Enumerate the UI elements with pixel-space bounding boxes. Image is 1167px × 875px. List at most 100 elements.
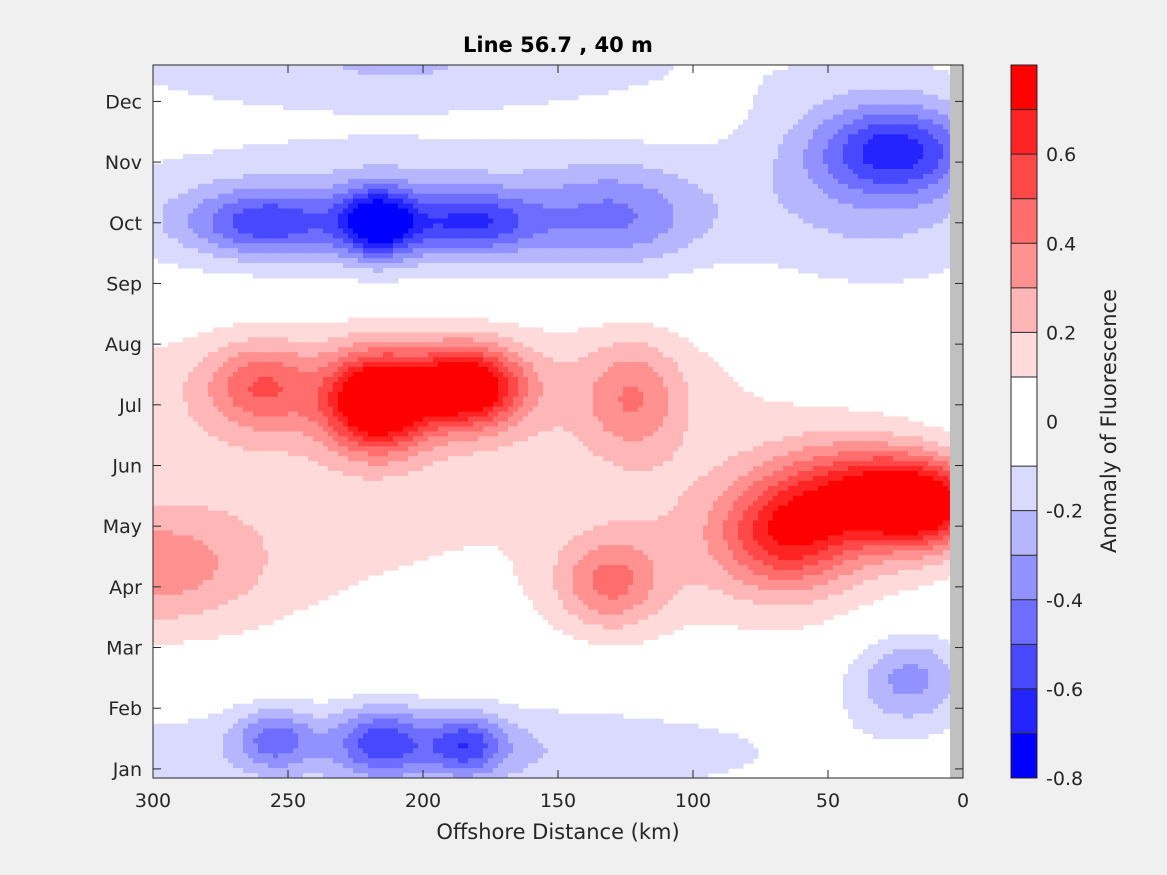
heatmap-cell (908, 104, 914, 111)
heatmap-cell (528, 198, 534, 205)
heatmap-cell (483, 243, 489, 249)
heatmap-cell (403, 238, 409, 244)
heatmap-cell (593, 144, 599, 150)
heatmap-cell (848, 139, 854, 145)
heatmap-cell (738, 154, 744, 160)
heatmap-cell (408, 188, 414, 195)
heatmap-cell (853, 89, 859, 96)
heatmap-cell (898, 159, 904, 165)
heatmap-cell (233, 178, 239, 185)
heatmap-cell (938, 188, 944, 195)
heatmap-cell (228, 213, 234, 220)
heatmap-cell (733, 203, 739, 210)
heatmap-cell (758, 129, 764, 135)
heatmap-cell (748, 164, 754, 170)
heatmap-cell (873, 228, 879, 234)
heatmap-cell (368, 134, 374, 140)
heatmap-cell (713, 144, 719, 150)
heatmap-cell (368, 228, 374, 234)
heatmap-cell (178, 233, 184, 239)
heatmap-cell (748, 223, 754, 229)
heatmap-cell (773, 84, 779, 91)
heatmap-cell (198, 208, 204, 215)
heatmap-cell (778, 79, 784, 86)
heatmap-cell (603, 203, 609, 210)
heatmap-cell (868, 193, 874, 200)
heatmap-cell (903, 134, 909, 140)
heatmap-cell (393, 134, 399, 140)
heatmap-cell (383, 104, 389, 111)
heatmap-cell (448, 168, 454, 175)
heatmap-cell (548, 74, 554, 81)
heatmap-cell (278, 144, 284, 150)
heatmap-cell (383, 223, 389, 229)
heatmap-cell (463, 104, 469, 111)
heatmap-cell (488, 84, 494, 91)
heatmap-cell (693, 154, 699, 160)
heatmap-cell (163, 198, 169, 205)
heatmap-cell (713, 173, 719, 180)
heatmap-cell (608, 193, 614, 200)
heatmap-cell (458, 178, 464, 185)
heatmap-cell (328, 149, 334, 155)
heatmap-cell (243, 188, 249, 195)
heatmap-cell (183, 159, 189, 165)
heatmap-cell (623, 243, 629, 249)
heatmap-cell (583, 213, 589, 220)
heatmap-cell (498, 228, 504, 234)
heatmap-cell (263, 193, 269, 200)
heatmap-cell (388, 168, 394, 175)
heatmap-cell (708, 198, 714, 205)
heatmap-cell (178, 188, 184, 195)
heatmap-cell (158, 69, 164, 76)
heatmap-cell (433, 213, 439, 220)
heatmap-cell (688, 198, 694, 205)
heatmap-cell (223, 154, 229, 160)
heatmap-cell (503, 168, 509, 175)
heatmap-cell (888, 198, 894, 205)
heatmap-cell (788, 124, 794, 130)
heatmap-cell (293, 208, 299, 215)
heatmap-cell (928, 139, 934, 145)
heatmap-cell (303, 228, 309, 234)
heatmap-cell (248, 149, 254, 155)
heatmap-cell (843, 238, 849, 244)
heatmap-cell (793, 154, 799, 160)
heatmap-cell (383, 213, 389, 220)
heatmap-cell (933, 243, 939, 249)
heatmap-cell (738, 149, 744, 155)
heatmap-cell (533, 89, 539, 96)
heatmap-cell (888, 208, 894, 215)
heatmap-cell (273, 218, 279, 225)
heatmap-cell (458, 94, 464, 101)
heatmap-cell (738, 144, 744, 150)
heatmap-cell (223, 79, 229, 86)
heatmap-cell (593, 159, 599, 165)
heatmap-cell (448, 198, 454, 205)
heatmap-cell (768, 203, 774, 210)
heatmap-cell (698, 213, 704, 220)
heatmap-cell (223, 94, 229, 101)
heatmap-cell (763, 193, 769, 200)
heatmap-cell (203, 213, 209, 220)
heatmap-cell (873, 89, 879, 96)
heatmap-cell (568, 84, 574, 91)
heatmap-cell (593, 198, 599, 205)
heatmap-cell (928, 223, 934, 229)
heatmap-cell (808, 129, 814, 135)
heatmap-cell (818, 164, 824, 170)
heatmap-cell (848, 65, 854, 71)
heatmap-cell (393, 154, 399, 160)
heatmap-cell (853, 84, 859, 91)
heatmap-cell (438, 168, 444, 175)
heatmap-cell (708, 168, 714, 175)
heatmap-cell (308, 193, 314, 200)
heatmap-cell (563, 193, 569, 200)
heatmap-cell (868, 89, 874, 96)
heatmap-cell (258, 84, 264, 91)
heatmap-cell (778, 243, 784, 249)
heatmap-cell (623, 218, 629, 225)
heatmap-cell (803, 69, 809, 76)
heatmap-cell (248, 223, 254, 229)
heatmap-cell (493, 178, 499, 185)
